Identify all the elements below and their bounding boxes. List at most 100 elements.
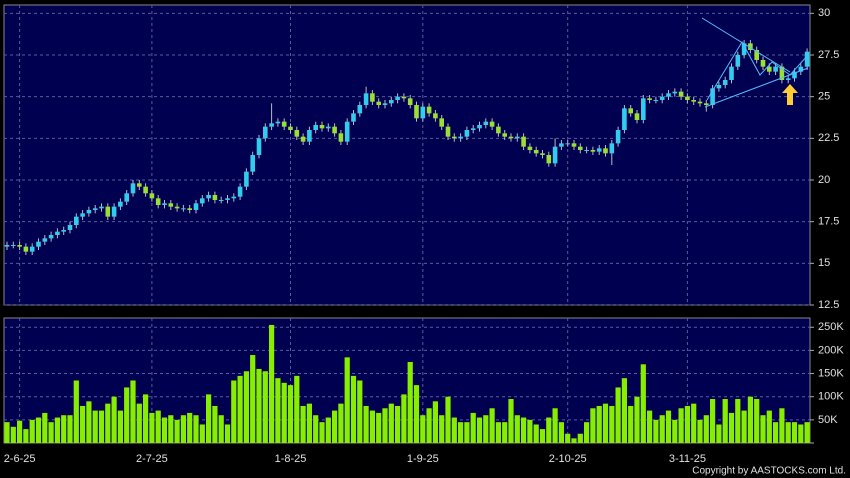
candle-body [798,66,804,72]
candle-body [628,108,633,114]
volume-bar [539,429,546,443]
volume-bar [653,419,659,443]
volume-bar [495,422,501,443]
candle-body [4,245,10,247]
volume-bar [174,419,180,443]
volume-bar [710,399,716,443]
volume-bar [741,410,747,443]
candle-body [552,146,558,164]
volume-bar [407,361,413,443]
y-tick-label: 15 [818,257,830,269]
y-tick-label: 200K [818,344,844,356]
candle-body [754,50,759,60]
volume-bar [193,415,199,443]
candle-body [647,98,652,100]
candle-body [130,183,136,194]
price-panel [3,4,811,306]
volume-bar [48,422,54,443]
volume-bar [766,410,772,443]
volume-bar [672,419,678,443]
annotations [701,17,809,108]
candle-body [433,113,438,119]
volume-bar [791,422,798,443]
volume-bar [117,410,123,443]
candle-body [483,121,489,125]
volume-bar [338,403,344,443]
y-tick-label: 150K [818,367,844,379]
candle-body [666,93,671,97]
plot-layer: 12.5 15 17.5 20 22.5 25 27.5 30 50K 100K 150K 200K 2… [4,5,844,465]
candle-body [200,198,205,204]
volume-bar [476,417,483,443]
candle-body [344,121,350,142]
volume-bar [533,424,539,443]
candle-body [42,238,48,242]
candle-body [395,96,400,100]
candle-body [672,91,678,94]
volume-bar [728,412,735,443]
volume-bar [647,410,653,443]
candle-body [357,105,363,114]
candle-body [332,126,337,134]
candle-body [338,133,344,142]
candle-body [269,123,274,127]
volume-bar [35,417,42,443]
volume-bar [458,422,464,443]
volume-bar [584,422,590,443]
volume-bar [124,387,130,443]
volume-bar [136,403,142,443]
candle-body [502,133,507,137]
volume-bar [281,382,287,443]
volume-bar [250,355,256,443]
candle-body [36,241,41,247]
candle-body [622,108,627,130]
candle-body [143,186,148,194]
candle-body [237,186,243,197]
volume-bar [168,415,174,443]
volume-bar [577,433,583,443]
volume-bar [640,364,646,443]
candle-body [319,125,325,129]
candle-body [370,93,375,102]
candle-body [445,126,451,137]
candle-body [615,130,621,144]
volume-bar [590,408,596,443]
candle-body [86,210,92,214]
volume-bar [369,410,375,443]
volume-bar [697,419,703,443]
volume-bar [388,403,394,443]
candle-body [722,80,728,85]
candle-body [244,171,249,187]
candle-body [294,130,300,137]
volume-bar [344,357,350,443]
candle-body [489,121,495,127]
candle-body [313,125,318,130]
y-tick-label: 27.5 [818,49,839,61]
volume-bar [332,410,338,443]
volume-bar [92,410,98,443]
volume-bar [269,324,275,443]
candle-body [458,136,463,139]
candle-body [80,213,85,217]
candle-body [704,103,709,105]
volume-bar [615,387,621,443]
candle-body [546,155,552,164]
volume-bar [256,368,262,443]
volume-bar [105,403,111,443]
volume-bar [420,415,426,443]
candle-body [773,66,778,72]
candle-body [105,206,111,217]
y-tick-label: 17.5 [818,216,839,228]
volume-bar [483,415,489,443]
candle-body [571,143,577,147]
volume-bar [634,396,640,443]
x-tick-label: 2-6-25 [4,453,36,465]
volume-bar [395,405,401,443]
volume-bar [357,380,363,443]
volume-bar [10,426,16,443]
candle-body [363,93,369,105]
candle-body [596,148,602,152]
volume-bar [445,396,451,443]
volume-bar [111,396,117,443]
volume-bar [206,394,212,443]
